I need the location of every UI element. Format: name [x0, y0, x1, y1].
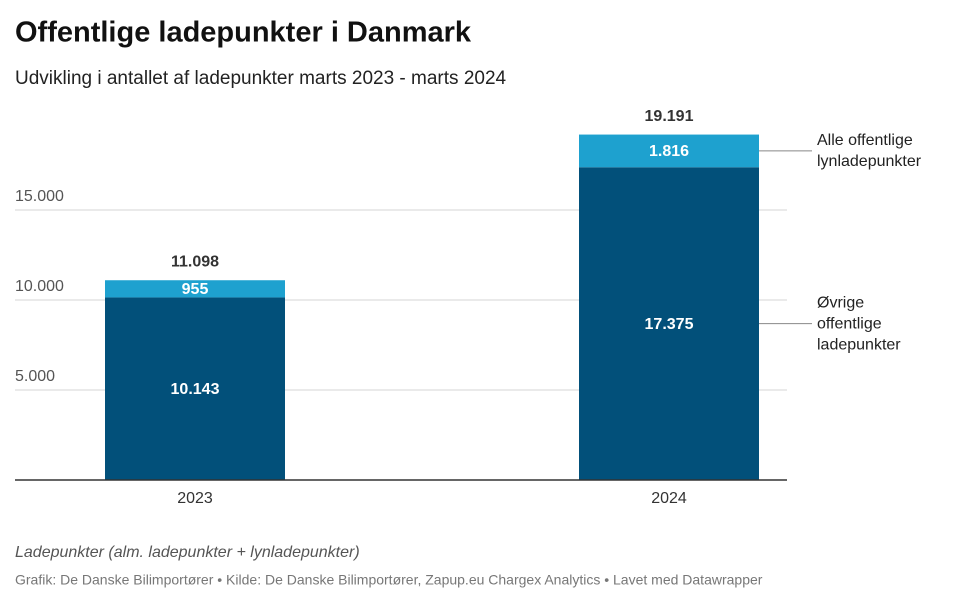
data-label: 955	[182, 281, 209, 298]
data-label: 17.375	[645, 316, 694, 333]
chart-subtitle: Udvikling i antallet af ladepunkter mart…	[15, 68, 507, 89]
bar-segment	[105, 297, 285, 480]
y-tick-label: 10.000	[15, 278, 64, 295]
bar-segment	[105, 280, 285, 298]
chart-title: Offentlige ladepunkter i Danmark	[15, 17, 472, 49]
legend-label: Alle offentlige lynladepunkter	[817, 131, 922, 170]
total-label: 11.098	[171, 253, 219, 270]
x-tick-label: 2024	[651, 490, 687, 507]
y-tick-label: 5.000	[15, 368, 55, 385]
bar-segment	[579, 134, 759, 168]
y-tick-label: 15.000	[15, 188, 64, 205]
legend-label: Øvrige offentlige ladepunkter	[817, 294, 901, 354]
total-label: 19.191	[645, 108, 694, 125]
x-tick-label: 2023	[177, 490, 213, 507]
bar-segment	[579, 167, 759, 480]
source: Grafik: De Danske Bilimportører • Kilde:…	[15, 572, 763, 588]
data-label: 1.816	[649, 143, 689, 160]
note: Ladepunkter (alm. ladepunkter + lynladep…	[15, 544, 360, 561]
data-label: 10.143	[171, 381, 220, 398]
